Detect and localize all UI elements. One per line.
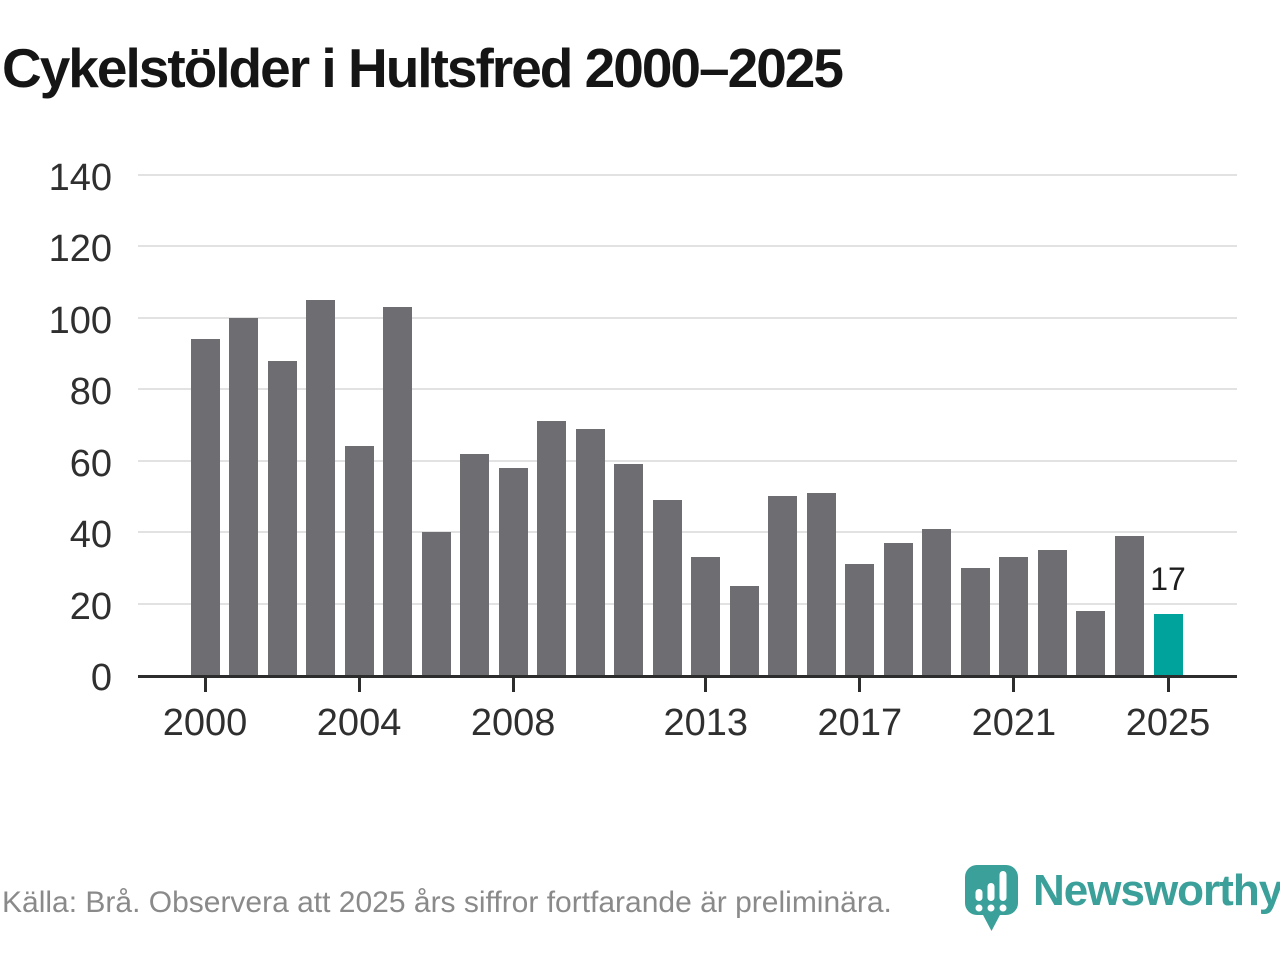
bar-2023	[1076, 610, 1106, 675]
y-axis-label: 60	[69, 442, 112, 485]
bar-2013	[691, 557, 721, 675]
x-axis-tick-2004	[357, 678, 361, 692]
bar-2011	[614, 464, 644, 675]
bar-2008	[498, 467, 528, 675]
bar-2000	[190, 339, 220, 675]
plot-area: 17 2000 2004 2008 2013 2017 2021 2025	[138, 174, 1237, 744]
bar-2007	[460, 453, 490, 675]
x-axis-tick-2017	[858, 678, 862, 692]
x-axis-label: 2025	[1125, 702, 1211, 744]
highlight-value-label: 17	[1150, 561, 1186, 598]
x-axis-label: 2013	[663, 702, 749, 744]
bar-highlight-2025	[1153, 614, 1183, 675]
bar-2014	[729, 585, 759, 675]
y-axis: 0 20 40 60 80 100 120 140	[0, 159, 112, 697]
gridline-20	[138, 602, 1237, 605]
x-axis-tick-2021	[1012, 678, 1016, 692]
gridline-140	[138, 174, 1237, 176]
bar-2019	[922, 528, 952, 675]
y-axis-label: 120	[48, 228, 112, 271]
bar-2009	[537, 421, 567, 675]
x-axis-tick-2008	[511, 678, 515, 692]
bar-2015	[768, 496, 798, 675]
x-axis-label: 2000	[162, 702, 248, 744]
gridline-120	[138, 245, 1237, 248]
bar-2016	[806, 492, 836, 675]
bar-2005	[383, 307, 413, 675]
bar-2017	[845, 564, 875, 675]
x-axis-label: 2004	[316, 702, 402, 744]
bar-2010	[575, 428, 605, 675]
bar-2020	[960, 567, 990, 675]
bar-2021	[999, 557, 1029, 675]
bar-2012	[652, 500, 682, 675]
x-axis-label: 2008	[470, 702, 556, 744]
y-axis-label: 140	[48, 157, 112, 199]
x-axis-tick-2025	[1166, 678, 1170, 692]
bar-2022	[1037, 550, 1067, 675]
source-note: Källa: Brå. Observera att 2025 års siffr…	[2, 886, 892, 919]
bar-2024	[1114, 535, 1144, 675]
y-axis-label: 40	[69, 514, 112, 557]
y-axis-label: 100	[48, 299, 112, 342]
gridline-80	[138, 388, 1237, 391]
x-axis-label: 2017	[817, 702, 903, 744]
newsworthy-pin-chart-icon	[965, 865, 1018, 931]
bar-2004	[344, 446, 374, 675]
x-axis-label: 2021	[971, 702, 1057, 744]
chart-title: Cykelstölder i Hultsfred 2000–2025	[2, 37, 844, 99]
gridline-40	[138, 531, 1237, 534]
x-axis-tick-2000	[203, 678, 207, 692]
bar-2006	[421, 532, 451, 675]
bar-2001	[229, 317, 259, 675]
gridline-100	[138, 316, 1237, 319]
y-axis-label: 80	[69, 371, 112, 414]
gridline-60	[138, 459, 1237, 462]
x-axis-tick-2013	[704, 678, 708, 692]
y-axis-label: 20	[69, 585, 112, 628]
bar-2003	[306, 300, 336, 675]
y-axis-label: 0	[90, 657, 112, 699]
newsworthy-wordmark: Newsworthy	[1033, 866, 1280, 915]
bar-2002	[267, 360, 297, 675]
bar-2018	[883, 542, 913, 675]
